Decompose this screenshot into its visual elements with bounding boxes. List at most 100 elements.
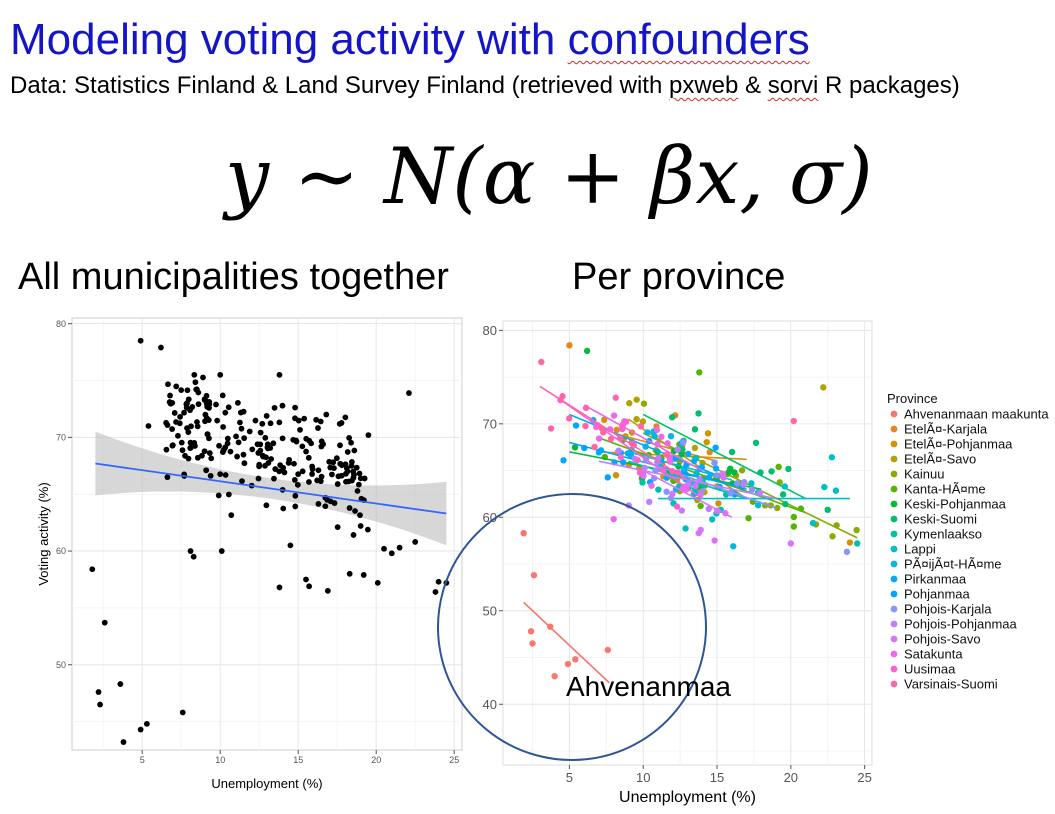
- chart-all-municipalities: 5 10 15 20 25 50 60 70 80 Unemployment (%) Voting …: [36, 317, 463, 791]
- data-point: [234, 453, 240, 460]
- data-point: [619, 421, 627, 428]
- legend-label: Pirkanmaa: [904, 572, 967, 587]
- data-point: [306, 437, 313, 444]
- x-tick-label: 10: [636, 770, 650, 785]
- data-point: [615, 447, 622, 454]
- legend-key: [890, 500, 898, 508]
- data-point: [163, 419, 170, 426]
- data-point: [164, 474, 171, 481]
- data-point: [601, 416, 608, 424]
- data-point: [281, 469, 288, 476]
- y-tick-label: 80: [56, 319, 66, 329]
- data-point: [169, 442, 176, 449]
- data-point: [530, 572, 538, 579]
- legend-key: [890, 560, 898, 568]
- y-tick-label: 60: [483, 510, 497, 525]
- data-point: [720, 474, 727, 481]
- subtitle-pkg-pxweb: pxweb: [668, 72, 739, 99]
- data-point: [617, 453, 625, 461]
- data-point: [566, 342, 573, 349]
- data-point: [343, 465, 350, 472]
- data-point: [705, 505, 712, 513]
- x-tick-label: 10: [215, 755, 225, 765]
- data-point: [238, 425, 245, 432]
- data-point: [691, 457, 698, 465]
- data-point: [572, 422, 580, 429]
- data-point: [279, 402, 286, 409]
- data-point: [303, 576, 309, 583]
- data-point: [344, 449, 351, 455]
- data-point: [782, 500, 789, 508]
- legend-key: [890, 515, 898, 523]
- data-point: [357, 523, 364, 529]
- data-point: [290, 436, 297, 443]
- data-point: [529, 640, 536, 647]
- data-point: [178, 387, 185, 394]
- legend-label: Keski-Pohjanmaa: [904, 497, 1007, 512]
- data-point: [306, 479, 312, 485]
- data-point: [97, 701, 103, 708]
- right-heading: Per province: [572, 256, 786, 298]
- legend-key: [890, 665, 898, 673]
- data-point: [195, 401, 202, 408]
- data-point: [651, 433, 658, 440]
- data-point: [169, 426, 176, 432]
- data-point: [355, 481, 362, 488]
- data-point: [292, 492, 299, 499]
- data-point: [173, 383, 180, 390]
- data-point: [279, 435, 286, 442]
- data-point: [768, 468, 775, 475]
- data-point: [334, 481, 341, 487]
- data-point: [396, 544, 403, 551]
- data-point: [606, 426, 614, 433]
- data-point: [346, 505, 353, 511]
- data-point: [712, 465, 720, 472]
- data-point: [309, 463, 316, 470]
- chart-per-province: 5 10 15 20 25 40 50 60 70 80 Unemployment (%) Provi…: [483, 320, 1049, 806]
- data-point: [730, 543, 737, 550]
- data-point: [171, 410, 178, 416]
- data-point: [832, 487, 840, 494]
- data-point: [527, 628, 535, 635]
- data-point: [388, 550, 395, 557]
- data-point: [738, 467, 746, 474]
- data-point: [664, 440, 671, 447]
- data-point: [256, 461, 263, 468]
- data-point: [353, 464, 360, 471]
- data-point: [775, 463, 782, 471]
- legend-label: Pohjanmaa: [904, 587, 971, 602]
- data-point: [137, 337, 144, 344]
- data-point: [679, 446, 686, 453]
- data-point: [354, 488, 361, 494]
- data-point: [607, 435, 615, 443]
- data-point: [255, 475, 262, 482]
- data-point: [824, 506, 831, 514]
- data-point: [351, 447, 358, 454]
- data-point: [620, 459, 627, 466]
- data-point: [633, 396, 640, 403]
- data-point: [779, 491, 787, 498]
- legend-key: [890, 440, 898, 448]
- data-point: [790, 417, 797, 425]
- data-point: [673, 503, 681, 510]
- data-point: [582, 404, 590, 412]
- data-point: [120, 739, 127, 745]
- data-point: [252, 417, 259, 424]
- data-point: [222, 409, 229, 416]
- legend-label: PÃ¤ijÃ¤t-HÃ¤me: [904, 557, 1002, 572]
- data-point: [177, 413, 183, 420]
- data-point: [320, 441, 326, 448]
- data-point: [291, 477, 298, 483]
- data-point: [572, 656, 579, 663]
- data-point: [346, 435, 353, 441]
- data-point: [270, 440, 277, 447]
- data-point: [520, 529, 527, 537]
- data-point: [696, 476, 703, 483]
- data-point: [323, 411, 330, 418]
- data-point: [678, 507, 686, 514]
- data-point: [178, 439, 185, 446]
- data-point: [95, 689, 102, 695]
- data-point: [668, 414, 676, 421]
- data-point: [272, 466, 279, 472]
- data-point: [790, 513, 798, 521]
